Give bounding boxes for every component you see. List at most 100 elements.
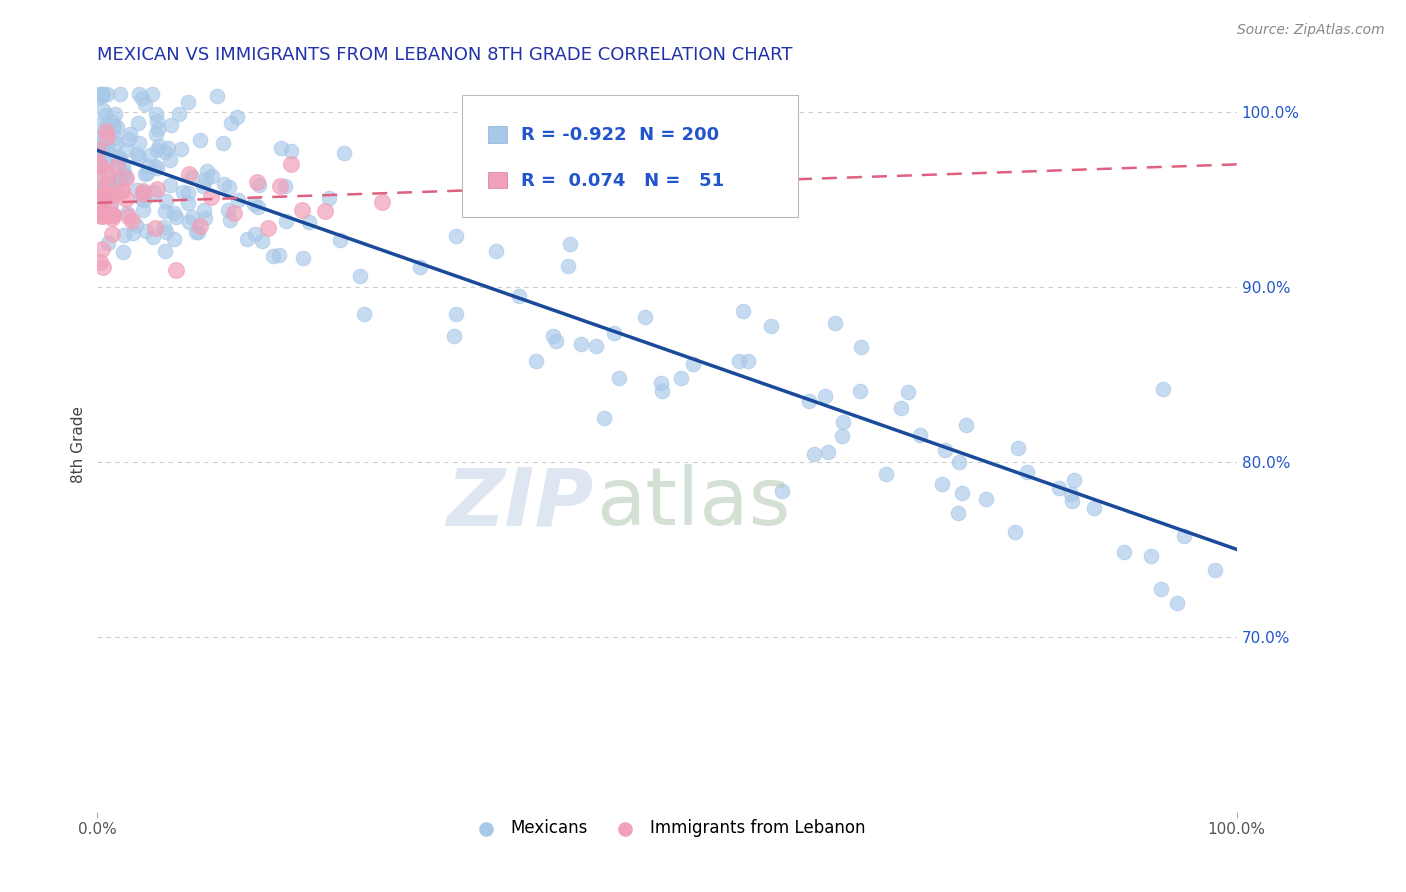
Point: [101, 121, 124, 136]
Point: [1173, 529, 1195, 543]
Point: [603, 326, 626, 341]
Point: [87, 129, 110, 144]
Point: [159, 178, 181, 193]
Point: [105, 187, 128, 202]
Point: [97, 176, 120, 190]
Point: [205, 89, 228, 103]
Point: [177, 95, 200, 109]
Point: [160, 118, 183, 132]
Point: [93, 141, 115, 155]
Point: [143, 159, 166, 173]
Point: [87, 149, 110, 163]
Point: [329, 233, 352, 247]
Point: [159, 153, 181, 167]
Point: [243, 197, 266, 211]
Point: [146, 161, 169, 175]
Text: Source: ZipAtlas.com: Source: ZipAtlas.com: [1237, 23, 1385, 37]
Point: [298, 215, 321, 229]
Point: [875, 467, 897, 481]
Point: [814, 389, 837, 403]
Point: [292, 252, 315, 266]
FancyBboxPatch shape: [488, 127, 508, 143]
Point: [111, 159, 134, 173]
Point: [97, 154, 120, 169]
Point: [200, 190, 222, 204]
Point: [153, 145, 176, 160]
Point: [89, 202, 111, 217]
Text: atlas: atlas: [596, 464, 790, 542]
FancyBboxPatch shape: [463, 95, 799, 217]
Point: [558, 236, 581, 251]
Point: [1007, 442, 1029, 456]
Point: [832, 416, 855, 430]
Point: [270, 141, 292, 155]
Point: [1063, 474, 1085, 488]
Point: [165, 263, 187, 277]
Point: [87, 179, 110, 194]
Point: [408, 260, 430, 274]
Point: [222, 206, 245, 220]
Point: [1047, 481, 1070, 495]
Point: [120, 127, 142, 141]
Point: [98, 194, 121, 209]
Point: [245, 227, 267, 241]
Point: [129, 191, 152, 205]
Point: [89, 158, 111, 172]
Point: [212, 177, 235, 191]
Point: [188, 133, 211, 147]
Point: [134, 96, 156, 111]
Point: [143, 220, 166, 235]
Point: [269, 179, 291, 194]
Point: [91, 206, 114, 220]
Point: [669, 371, 692, 385]
Point: [544, 334, 567, 349]
Point: [89, 117, 111, 131]
Point: [257, 221, 280, 235]
Point: [97, 143, 120, 157]
Point: [557, 259, 579, 273]
Point: [349, 268, 371, 283]
Point: [128, 136, 150, 150]
Point: [165, 210, 187, 224]
Point: [759, 319, 782, 334]
Point: [93, 186, 115, 201]
Point: [111, 185, 134, 199]
Point: [291, 202, 314, 217]
Point: [97, 236, 120, 251]
Point: [225, 110, 247, 124]
Point: [131, 203, 153, 218]
Point: [101, 209, 124, 223]
Point: [194, 171, 217, 186]
Point: [948, 506, 970, 520]
Point: [93, 186, 115, 200]
Point: [91, 103, 114, 118]
Point: [1140, 549, 1163, 563]
Point: [219, 213, 242, 227]
Point: [157, 141, 180, 155]
Point: [634, 310, 657, 324]
Text: ZIP: ZIP: [446, 464, 593, 542]
Point: [974, 492, 997, 507]
Point: [607, 371, 630, 385]
Point: [908, 428, 931, 442]
Point: [1015, 466, 1038, 480]
Point: [849, 384, 872, 398]
Point: [105, 150, 128, 164]
Point: [371, 194, 394, 209]
Point: [96, 159, 118, 173]
Point: [114, 143, 136, 157]
Point: [145, 107, 167, 121]
Point: [524, 354, 547, 368]
Point: [89, 90, 111, 104]
Point: [91, 89, 114, 103]
Point: [132, 194, 155, 208]
Point: [146, 113, 169, 128]
Point: [252, 234, 274, 248]
Point: [737, 354, 759, 368]
Point: [952, 486, 974, 500]
Point: [136, 159, 159, 173]
Point: [96, 124, 118, 138]
Point: [226, 194, 249, 208]
Point: [131, 185, 153, 199]
Point: [184, 225, 207, 239]
